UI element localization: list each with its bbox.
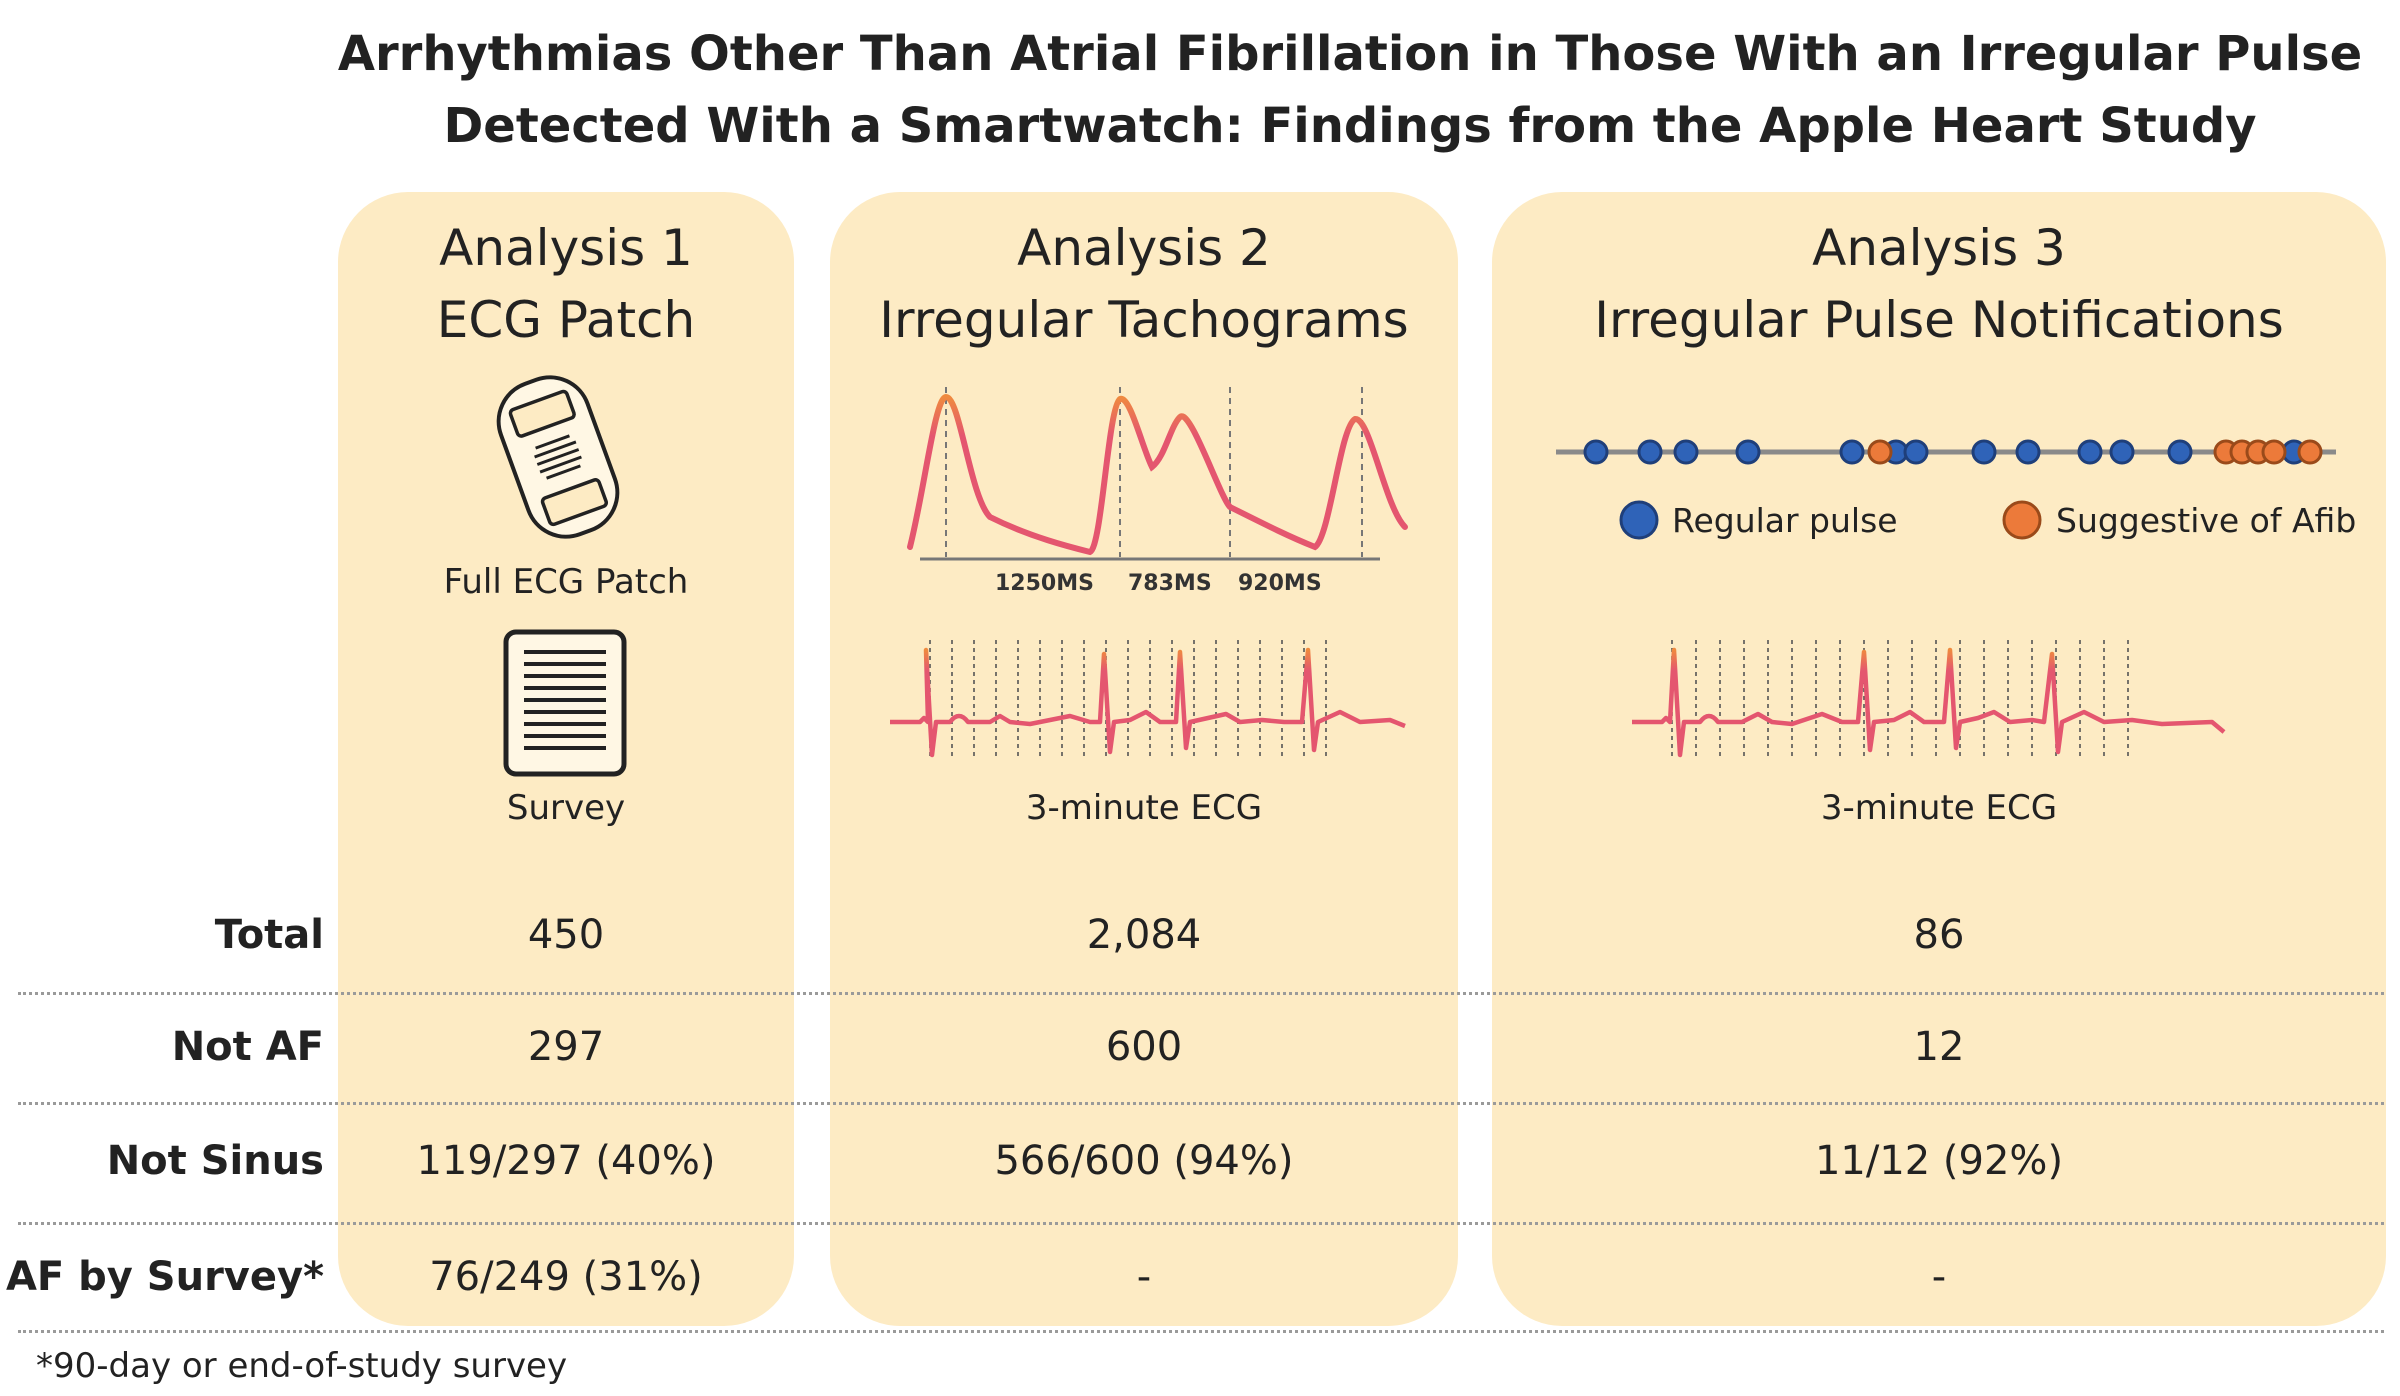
row-label-not-af: Not AF: [171, 1024, 324, 1070]
row-label-not-sinus: Not Sinus: [106, 1138, 324, 1184]
ecg-caption-3: 3-minute ECG: [1820, 788, 2058, 828]
page-title: Arrhythmias Other Than Atrial Fibrillati…: [320, 18, 2380, 162]
cell-total-analysis-3: 86: [1913, 912, 1965, 958]
analysis-1-title: Analysis 1: [439, 219, 693, 277]
tachogram-waveform: 1250MS 783MS 920MS: [907, 387, 1408, 596]
cell-not-af-analysis-1: 297: [527, 1024, 605, 1070]
row-divider: [18, 1102, 2384, 1105]
interval-label-2: 783MS: [1128, 571, 1212, 596]
analysis-2-subtitle: Irregular Tachograms: [879, 291, 1409, 349]
survey-caption: Survey: [506, 788, 626, 828]
analysis-2-title: Analysis 2: [1017, 219, 1271, 277]
interval-label-3: 920MS: [1238, 571, 1322, 596]
ecg-trace-2: [890, 640, 1406, 758]
afib-legend-dot: [2002, 500, 2042, 540]
full-ecg-patch-caption: Full ECG Patch: [443, 562, 689, 602]
survey-document-icon: [503, 629, 627, 777]
analysis-3-subtitle: Irregular Pulse Notifications: [1594, 291, 2284, 349]
cell-not-sinus-analysis-3: 11/12 (92%): [1814, 1138, 2064, 1184]
ecg-trace-3: [1632, 640, 2226, 758]
analysis-1-subtitle: ECG Patch: [436, 291, 696, 349]
analysis-2-panel: Analysis 2 Irregular Tachograms 1250MS 7…: [830, 192, 1458, 1326]
row-label-af-by-survey: AF by Survey*: [5, 1254, 324, 1300]
title-line-2: Detected With a Smartwatch: Findings fro…: [443, 98, 2257, 154]
cell-af-survey-analysis-1: 76/249 (31%): [429, 1254, 703, 1300]
analysis-1-heading: Analysis 1 ECG Patch: [338, 212, 794, 356]
ecg-patch-icon: [496, 375, 620, 539]
interval-label-1: 1250MS: [995, 571, 1094, 596]
row-label-total: Total: [214, 912, 324, 958]
analysis-2-heading: Analysis 2 Irregular Tachograms: [830, 212, 1458, 356]
cell-af-survey-analysis-2: -: [1136, 1254, 1152, 1300]
cell-not-af-analysis-3: 12: [1913, 1024, 1965, 1070]
regular-pulse-legend-label: Regular pulse: [1672, 501, 1898, 540]
afib-legend-label: Suggestive of Afib: [2056, 501, 2356, 540]
heart-bars-logo-icon: [31, 17, 301, 253]
cell-af-survey-analysis-3: -: [1931, 1254, 1947, 1300]
cell-total-analysis-1: 450: [527, 912, 605, 958]
analysis-3-heading: Analysis 3 Irregular Pulse Notifications: [1492, 212, 2386, 356]
row-divider: [18, 1330, 2384, 1333]
cell-total-analysis-2: 2,084: [1086, 912, 1202, 958]
cell-not-af-analysis-2: 600: [1105, 1024, 1183, 1070]
cell-not-sinus-analysis-2: 566/600 (94%): [994, 1138, 1294, 1184]
pulse-notification-timeline: Regular pulse Suggestive of Afib: [1556, 439, 2356, 540]
ecg-caption-2: 3-minute ECG: [1025, 788, 1263, 828]
row-divider: [18, 1222, 2384, 1225]
cell-not-sinus-analysis-1: 119/297 (40%): [416, 1138, 716, 1184]
analysis-1-panel: Analysis 1 ECG Patch Full ECG Patch Surv…: [338, 192, 794, 1326]
row-divider: [18, 992, 2384, 995]
title-line-1: Arrhythmias Other Than Atrial Fibrillati…: [337, 26, 2363, 82]
regular-pulse-legend-dot: [1619, 500, 1659, 540]
analysis-3-title: Analysis 3: [1812, 219, 2066, 277]
footnote: *90-day or end-of-study survey: [36, 1346, 568, 1386]
analysis-3-panel: Analysis 3 Irregular Pulse Notifications…: [1492, 192, 2386, 1326]
